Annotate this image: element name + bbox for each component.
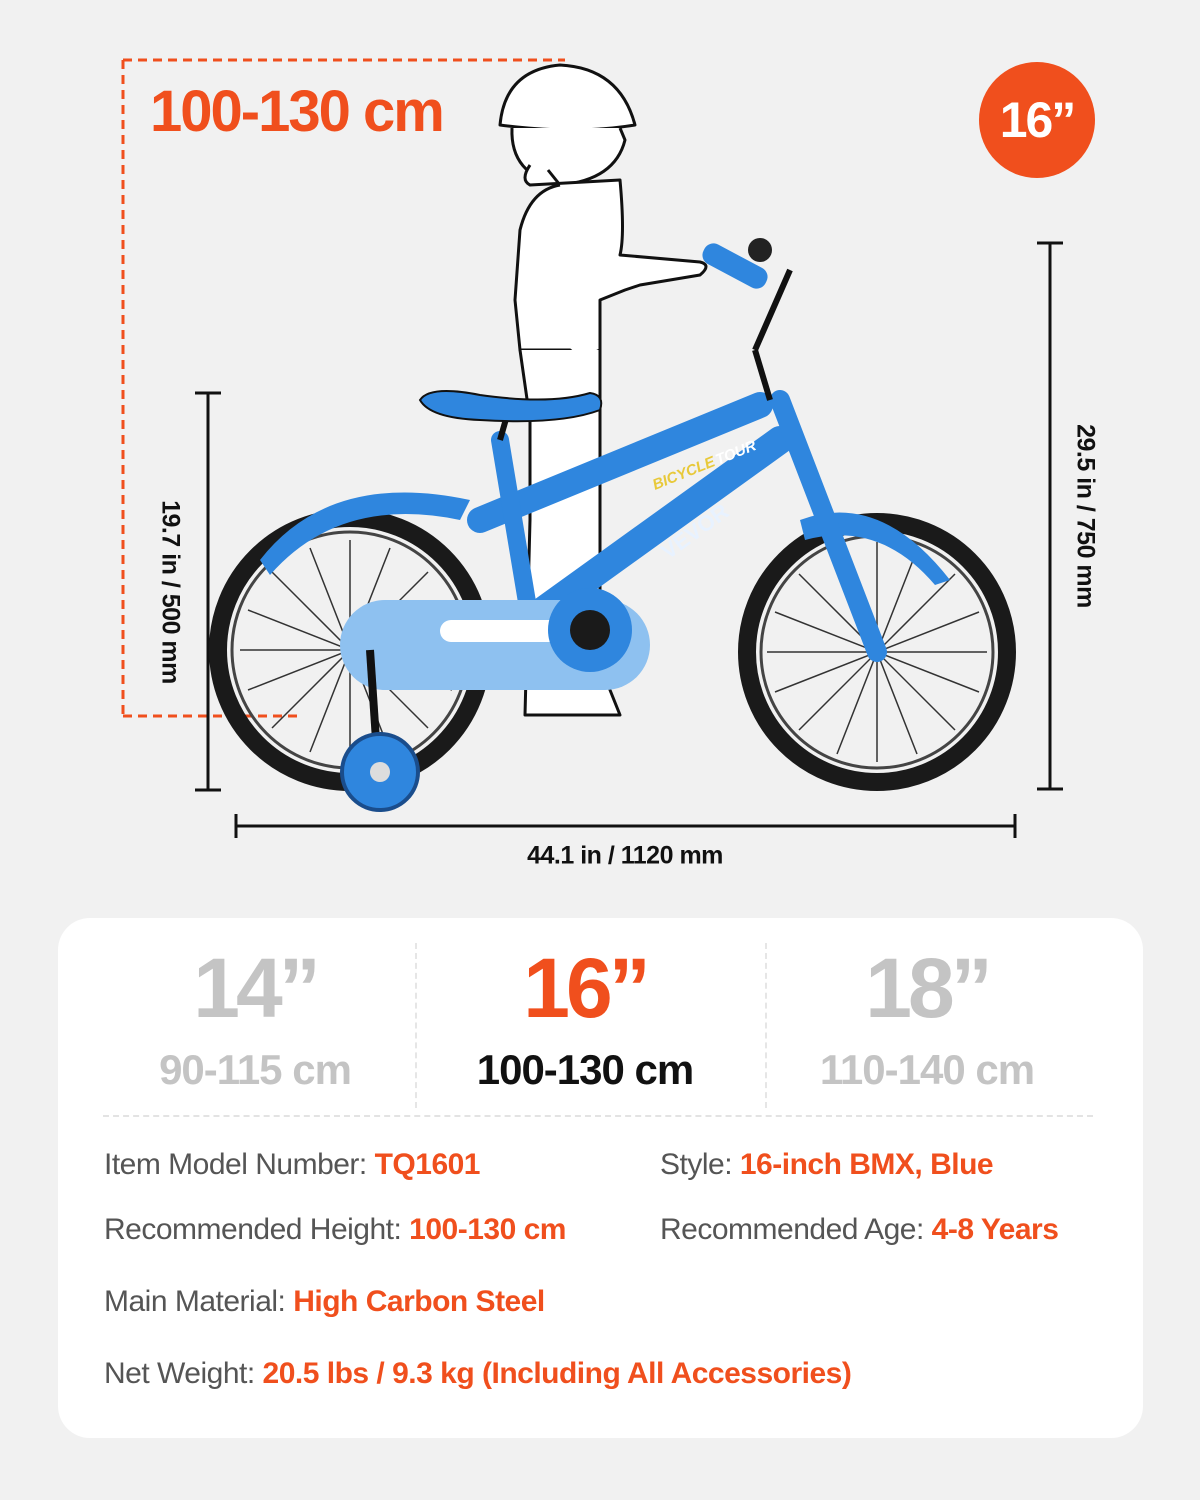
divider (103, 1115, 1093, 1117)
bell-icon (748, 238, 772, 262)
spec-height: Recommended Height: 100-130 cm (104, 1213, 566, 1247)
size-option-14: 14” 90-115 cm (85, 938, 425, 1094)
spec-age: Recommended Age: 4-8 Years (660, 1213, 1059, 1247)
size-height-range: 110-140 cm (819, 1046, 1035, 1093)
spec-weight: Net Weight: 20.5 lbs / 9.3 kg (Including… (104, 1357, 852, 1391)
overall-height-dimension-line (1037, 241, 1063, 791)
spec-material: Main Material: High Carbon Steel (104, 1285, 545, 1319)
size-number: 14” (193, 941, 320, 1035)
spec-card: 14” 90-115 cm 16” 100-130 cm 18” 110-140… (58, 918, 1143, 1438)
spec-label: Net Weight: (104, 1357, 263, 1390)
child-height-guide (121, 58, 565, 718)
seat-height-label: 19.7 in / 500 mm (156, 500, 185, 684)
training-wheel (340, 649, 420, 812)
overall-length-label: 44.1 in / 1120 mm (527, 841, 723, 870)
spec-label: Recommended Height: (104, 1213, 410, 1246)
size-badge: 16” (979, 62, 1095, 178)
seat-height-dimension-line (195, 391, 221, 792)
spec-value: 20.5 lbs / 9.3 kg (Including All Accesso… (262, 1357, 852, 1390)
size-number: 16” (523, 941, 650, 1035)
spec-value: 100-130 cm (409, 1213, 566, 1246)
recommended-height-headline: 100-130 cm (150, 79, 445, 144)
overall-height-label: 29.5 in / 750 mm (1071, 424, 1100, 608)
divider (415, 943, 417, 1108)
spec-value: 4-8 Years (931, 1213, 1059, 1246)
spec-model: Item Model Number: TQ1601 (104, 1148, 481, 1182)
seat (418, 390, 603, 423)
divider (765, 943, 767, 1108)
child-outline (498, 63, 708, 717)
spec-value: 16-inch BMX, Blue (739, 1148, 994, 1181)
rear-fender (260, 492, 470, 575)
size-height-range: 90-115 cm (159, 1046, 352, 1093)
spec-label: Item Model Number: (104, 1148, 375, 1181)
spec-label: Style: (660, 1148, 740, 1181)
size-height-range: 100-130 cm (476, 1046, 695, 1093)
spec-style: Style: 16-inch BMX, Blue (660, 1148, 994, 1182)
size-option-18: 18” 110-140 cm (757, 938, 1097, 1094)
length-dimension-line (234, 814, 1017, 838)
spec-label: Recommended Age: (660, 1213, 932, 1246)
spec-label: Main Material: (104, 1285, 294, 1318)
spec-value: TQ1601 (374, 1148, 481, 1181)
spec-value: High Carbon Steel (293, 1285, 545, 1318)
bike-illustration: BICYCLE TOUR VEVOR (121, 58, 1063, 838)
chain-guard (340, 588, 650, 690)
size-option-16-selected: 16” 100-130 cm (415, 938, 755, 1094)
size-number: 18” (865, 941, 992, 1035)
handlebar-grip (702, 243, 768, 289)
bicycle: BICYCLE TOUR VEVOR (209, 238, 1016, 812)
